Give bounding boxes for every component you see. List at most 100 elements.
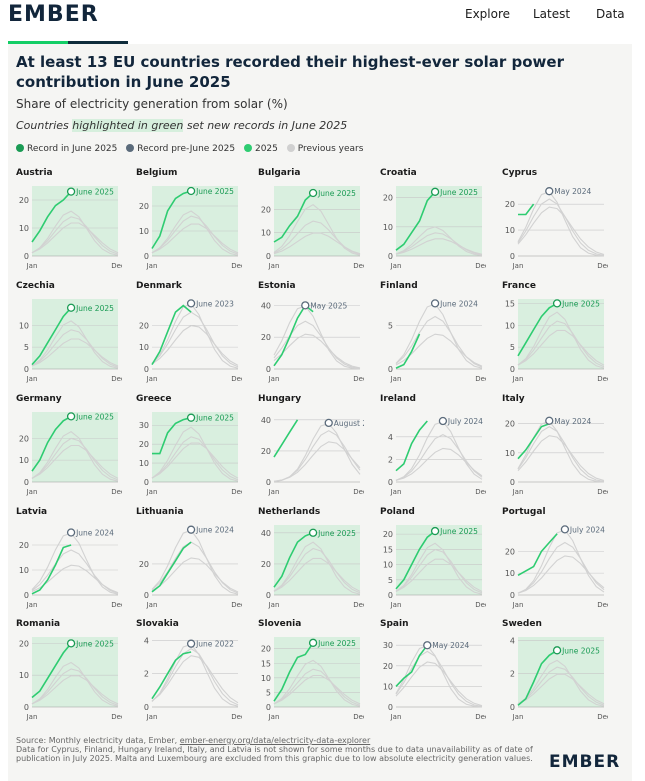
chart-spain: Spain 0 10 20 30 Jan Dec May 2024 <box>380 619 500 731</box>
footer-source-link[interactable]: ember-energy.org/data/electricity-data-e… <box>179 736 371 745</box>
x-tick-label: Jan <box>390 488 402 496</box>
previous-year-line <box>395 548 483 594</box>
chart-cyprus: Cyprus 0 10 20 Jan Dec May 2024 <box>502 168 622 280</box>
chart-greece: Greece 0 10 20 30 Jan Dec June 2025 <box>136 394 256 506</box>
y-tick-label: 10 <box>383 561 393 570</box>
mini-chart: 0 10 20 Jan Dec June 2023 <box>139 299 242 383</box>
country-name: Finland <box>380 281 418 291</box>
record-label: June 2025 <box>317 639 356 648</box>
x-tick-label: Dec <box>231 488 242 496</box>
line-2025 <box>395 530 436 590</box>
y-tick-label: 2 <box>388 455 393 464</box>
record-label: May 2024 <box>432 641 469 650</box>
line-2025 <box>31 642 72 699</box>
previous-year-line <box>395 420 483 481</box>
mini-chart: 0 10 20 Jan Dec May 2024 <box>505 187 608 270</box>
y-tick-label: 0 <box>266 365 271 374</box>
chart-italy: Italy 0 10 20 Jan Dec May 2024 <box>502 394 622 506</box>
x-tick-label: Jan <box>390 262 402 270</box>
y-tick-label: 10 <box>383 682 393 691</box>
previous-year-line <box>273 305 361 370</box>
line-2025 <box>273 642 314 702</box>
x-tick-label: Dec <box>475 713 486 721</box>
ember-logo[interactable]: EMBER <box>8 2 99 27</box>
record-marker <box>324 418 333 428</box>
legend-swatch <box>16 144 24 152</box>
line-2025 <box>518 203 535 216</box>
mini-chart: 0 2 4 Jan Dec June 2025 <box>510 636 608 721</box>
y-tick-label: 10 <box>19 224 29 233</box>
mini-chart: 0 10 20 Jan Dec July 2024 <box>505 525 608 609</box>
nav-latest[interactable]: Latest <box>533 7 571 21</box>
previous-year-line <box>151 215 239 255</box>
chart-poland: Poland 0 5 10 15 20 Jan Dec June 2025 <box>380 507 500 619</box>
previous-year-line <box>31 564 119 594</box>
mini-chart: 0 10 20 30 Jan Dec May 2024 <box>383 641 486 721</box>
record-label: June 2023 <box>195 299 234 308</box>
previous-year-line <box>31 675 119 705</box>
record-label: July 2024 <box>447 417 483 426</box>
y-tick-label: 0 <box>266 703 271 712</box>
y-tick-label: 20 <box>505 420 515 429</box>
record-marker <box>66 187 76 196</box>
mini-chart: 0 20 40 Jan Dec May 2025 <box>261 301 364 383</box>
y-tick-label: 4 <box>144 636 149 645</box>
x-tick-label: Jan <box>26 601 38 609</box>
nav-data[interactable]: Data <box>596 7 625 21</box>
previous-year-line <box>517 420 605 483</box>
header-rule <box>8 41 128 44</box>
country-name: Lithuania <box>136 507 184 517</box>
x-tick-label: Jan <box>512 488 524 496</box>
y-tick-label: 20 <box>261 645 271 654</box>
y-tick-label: 2 <box>510 670 515 679</box>
country-name: Sweden <box>502 619 542 629</box>
previous-year-line <box>151 311 239 368</box>
nav-explore[interactable]: Explore <box>465 7 511 21</box>
y-tick-label: 0 <box>388 365 393 374</box>
mini-chart: 0 10 20 Jan Dec June 2025 <box>19 186 122 270</box>
previous-year-line <box>151 529 239 595</box>
y-tick-label: 10 <box>139 343 149 352</box>
x-tick-label: Dec <box>111 713 122 721</box>
chart-hungary: Hungary 0 20 40 Jan Dec August 2024 <box>258 394 378 506</box>
country-name: Ireland <box>380 394 416 404</box>
y-tick-label: 15 <box>383 545 393 554</box>
y-tick-label: 20 <box>261 205 271 214</box>
legend-label: Record in June 2025 <box>27 144 118 154</box>
record-label: June 2025 <box>75 188 114 197</box>
record-marker <box>545 187 554 196</box>
y-tick-label: 10 <box>19 671 29 680</box>
record-marker <box>66 528 76 537</box>
line-2025 <box>273 419 299 458</box>
y-tick-label: 5 <box>266 688 271 697</box>
record-label: June 2025 <box>75 412 114 421</box>
record-marker <box>430 526 440 536</box>
record-label: June 2025 <box>195 414 234 423</box>
y-tick-label: 0 <box>266 252 271 261</box>
y-tick-label: 5 <box>388 576 393 585</box>
y-tick-label: 0 <box>388 478 393 487</box>
chart-austria: Austria 0 10 20 Jan Dec June 2025 <box>16 168 136 280</box>
mini-chart: 0 2 4 Jan Dec June 2022 <box>144 636 242 721</box>
legend-label: Previous years <box>297 144 364 154</box>
x-tick-label: Jan <box>512 262 524 270</box>
previous-year-line <box>517 659 605 707</box>
y-tick-label: 10 <box>19 321 29 330</box>
x-tick-label: Jan <box>390 375 402 383</box>
footer-ember-logo[interactable]: EMBER <box>549 752 621 772</box>
country-name: Germany <box>16 394 62 404</box>
record-marker <box>186 186 196 196</box>
previous-year-line <box>151 655 239 704</box>
line-2025 <box>517 533 558 576</box>
y-tick-label: 40 <box>261 529 271 538</box>
x-tick-label: Dec <box>231 713 242 721</box>
previous-year-line <box>395 447 483 481</box>
x-tick-label: Dec <box>353 262 364 270</box>
x-tick-label: Jan <box>268 262 280 270</box>
x-tick-label: Jan <box>146 601 158 609</box>
x-tick-label: Dec <box>475 601 486 609</box>
previous-year-line <box>31 444 119 479</box>
y-tick-label: 20 <box>383 194 393 203</box>
y-tick-label: 20 <box>505 547 515 556</box>
mini-chart: 0 5 10 15 Jan Dec June 2025 <box>505 299 608 383</box>
